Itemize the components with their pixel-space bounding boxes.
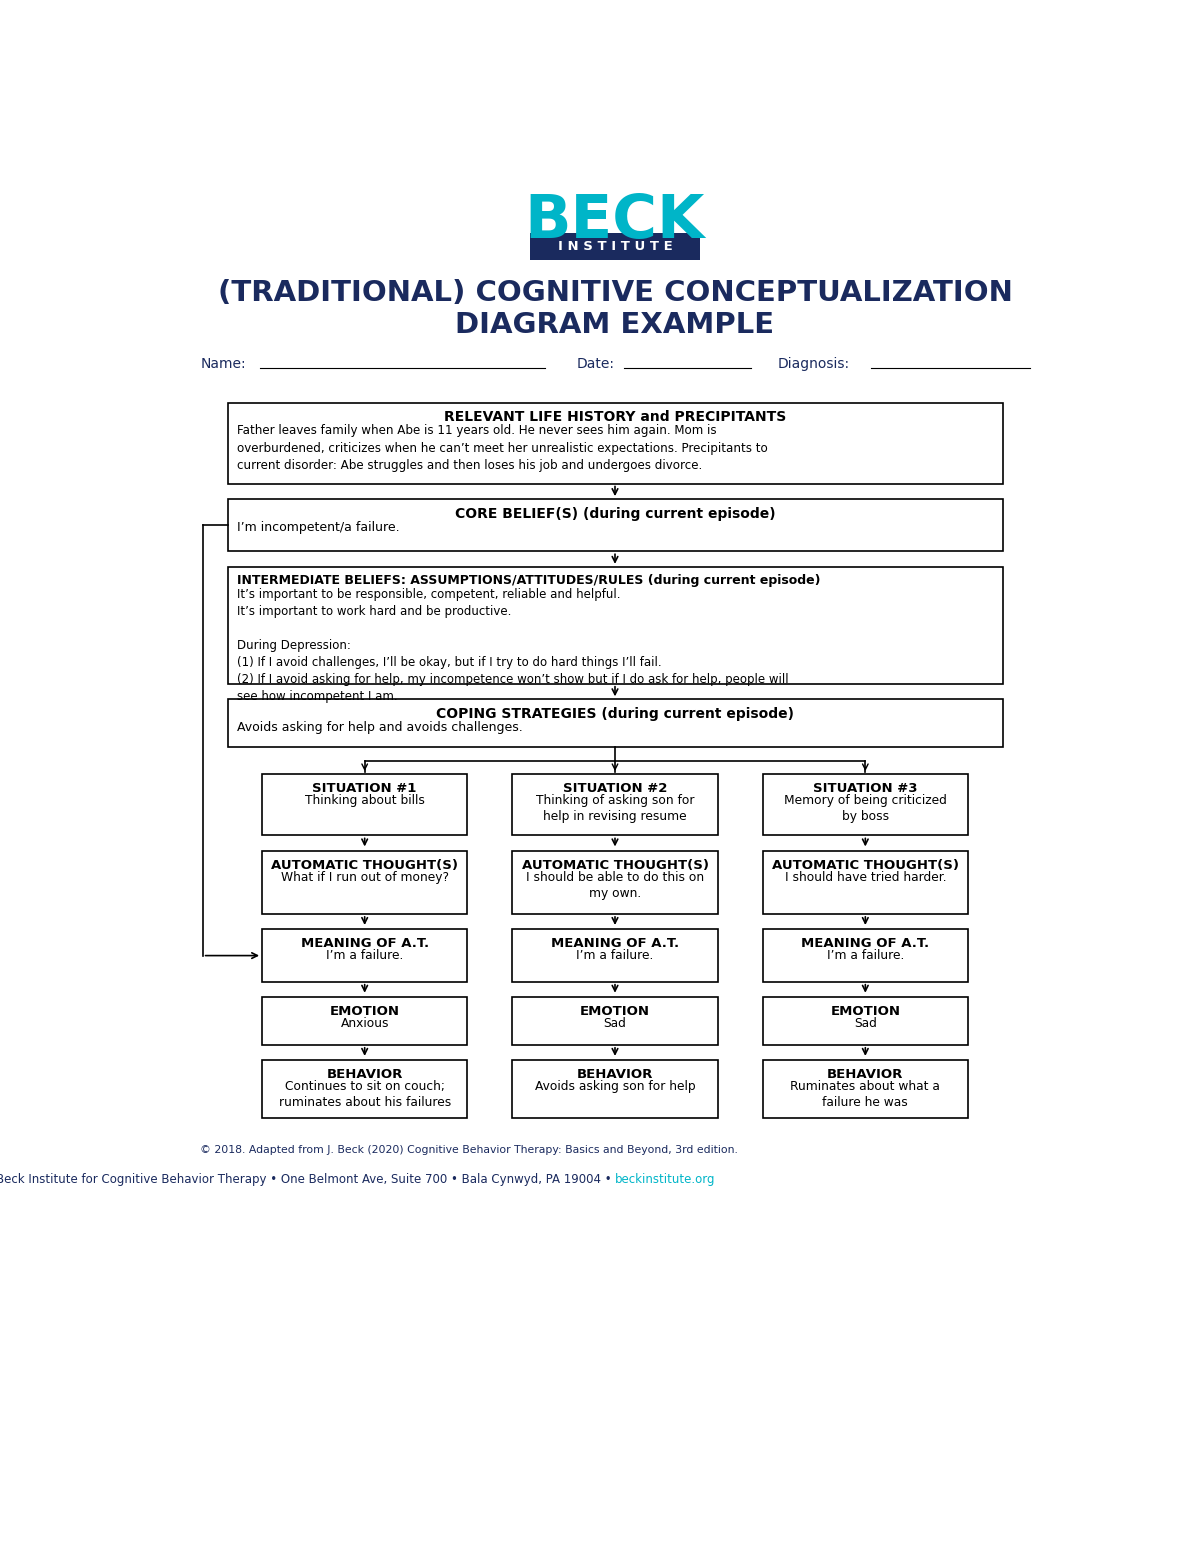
Text: I’m a failure.: I’m a failure. xyxy=(326,949,403,963)
Text: Name:: Name: xyxy=(200,357,246,371)
Text: Avoids asking for help and avoids challenges.: Avoids asking for help and avoids challe… xyxy=(236,721,522,733)
Text: It’s important to be responsible, competent, reliable and helpful.
It’s importan: It’s important to be responsible, compet… xyxy=(236,589,788,704)
Text: I should have tried harder.: I should have tried harder. xyxy=(785,871,946,884)
Text: MEANING OF A.T.: MEANING OF A.T. xyxy=(551,936,679,950)
FancyBboxPatch shape xyxy=(262,1061,467,1118)
Text: AUTOMATIC THOUGHT(S): AUTOMATIC THOUGHT(S) xyxy=(772,859,959,871)
FancyBboxPatch shape xyxy=(512,929,718,981)
FancyBboxPatch shape xyxy=(529,233,701,259)
Text: Thinking of asking son for
help in revising resume: Thinking of asking son for help in revis… xyxy=(535,794,695,823)
Text: INTERMEDIATE BELIEFS: ASSUMPTIONS/ATTITUDES/RULES (during current episode): INTERMEDIATE BELIEFS: ASSUMPTIONS/ATTITU… xyxy=(236,575,821,587)
Text: BEHAVIOR: BEHAVIOR xyxy=(577,1068,653,1081)
Text: (TRADITIONAL) COGNITIVE CONCEPTUALIZATION: (TRADITIONAL) COGNITIVE CONCEPTUALIZATIO… xyxy=(217,278,1013,306)
Text: BECK: BECK xyxy=(524,191,706,250)
FancyBboxPatch shape xyxy=(763,929,968,981)
Text: EMOTION: EMOTION xyxy=(330,1005,400,1017)
FancyBboxPatch shape xyxy=(763,851,968,915)
FancyBboxPatch shape xyxy=(512,997,718,1045)
Text: Thinking about bills: Thinking about bills xyxy=(305,794,425,808)
FancyBboxPatch shape xyxy=(763,773,968,836)
Text: Sad: Sad xyxy=(854,1017,877,1030)
FancyBboxPatch shape xyxy=(763,1061,968,1118)
Text: COPING STRATEGIES (during current episode): COPING STRATEGIES (during current episod… xyxy=(436,707,794,721)
Text: Sad: Sad xyxy=(604,1017,626,1030)
Text: I’m a failure.: I’m a failure. xyxy=(576,949,654,963)
Text: © 2018. Adapted from J. Beck (2020) Cognitive Behavior Therapy: Basics and Beyon: © 2018. Adapted from J. Beck (2020) Cogn… xyxy=(200,1146,738,1155)
Text: RELEVANT LIFE HISTORY and PRECIPITANTS: RELEVANT LIFE HISTORY and PRECIPITANTS xyxy=(444,410,786,424)
FancyBboxPatch shape xyxy=(512,1061,718,1118)
FancyBboxPatch shape xyxy=(228,402,1002,483)
FancyBboxPatch shape xyxy=(228,699,1002,747)
Text: AUTOMATIC THOUGHT(S): AUTOMATIC THOUGHT(S) xyxy=(271,859,458,871)
Text: MEANING OF A.T.: MEANING OF A.T. xyxy=(301,936,428,950)
FancyBboxPatch shape xyxy=(763,997,968,1045)
Text: SITUATION #3: SITUATION #3 xyxy=(814,781,918,795)
Text: beckinstitute.org: beckinstitute.org xyxy=(616,1173,715,1186)
Text: Ruminates about what a
failure he was: Ruminates about what a failure he was xyxy=(791,1081,941,1109)
FancyBboxPatch shape xyxy=(262,851,467,915)
FancyBboxPatch shape xyxy=(262,997,467,1045)
FancyBboxPatch shape xyxy=(228,567,1002,683)
FancyBboxPatch shape xyxy=(262,773,467,836)
Text: I’m a failure.: I’m a failure. xyxy=(827,949,904,963)
Text: EMOTION: EMOTION xyxy=(830,1005,900,1017)
FancyBboxPatch shape xyxy=(512,851,718,915)
Text: I N S T I T U T E: I N S T I T U T E xyxy=(558,239,672,253)
Text: SITUATION #2: SITUATION #2 xyxy=(563,781,667,795)
FancyBboxPatch shape xyxy=(512,773,718,836)
Text: Memory of being criticized
by boss: Memory of being criticized by boss xyxy=(784,794,947,823)
Text: BEHAVIOR: BEHAVIOR xyxy=(326,1068,403,1081)
Text: MEANING OF A.T.: MEANING OF A.T. xyxy=(802,936,929,950)
Text: I should be able to do this on
my own.: I should be able to do this on my own. xyxy=(526,871,704,899)
Text: What if I run out of money?: What if I run out of money? xyxy=(281,871,449,884)
Text: DIAGRAM EXAMPLE: DIAGRAM EXAMPLE xyxy=(456,311,774,339)
Text: Diagnosis:: Diagnosis: xyxy=(778,357,850,371)
Text: I’m incompetent/a failure.: I’m incompetent/a failure. xyxy=(236,520,400,534)
Text: Avoids asking son for help: Avoids asking son for help xyxy=(535,1081,695,1093)
Text: CORE BELIEF(S) (during current episode): CORE BELIEF(S) (during current episode) xyxy=(455,506,775,520)
Text: AUTOMATIC THOUGHT(S): AUTOMATIC THOUGHT(S) xyxy=(522,859,708,871)
Text: Anxious: Anxious xyxy=(341,1017,389,1030)
Text: Continues to sit on couch;
ruminates about his failures: Continues to sit on couch; ruminates abo… xyxy=(278,1081,451,1109)
Text: Beck Institute for Cognitive Behavior Therapy • One Belmont Ave, Suite 700 • Bal: Beck Institute for Cognitive Behavior Th… xyxy=(0,1173,616,1186)
Text: BEHAVIOR: BEHAVIOR xyxy=(827,1068,904,1081)
FancyBboxPatch shape xyxy=(228,499,1002,551)
FancyBboxPatch shape xyxy=(262,929,467,981)
Text: Date:: Date: xyxy=(576,357,614,371)
Text: SITUATION #1: SITUATION #1 xyxy=(312,781,416,795)
Text: Father leaves family when Abe is 11 years old. He never sees him again. Mom is
o: Father leaves family when Abe is 11 year… xyxy=(236,424,768,472)
Text: EMOTION: EMOTION xyxy=(580,1005,650,1017)
